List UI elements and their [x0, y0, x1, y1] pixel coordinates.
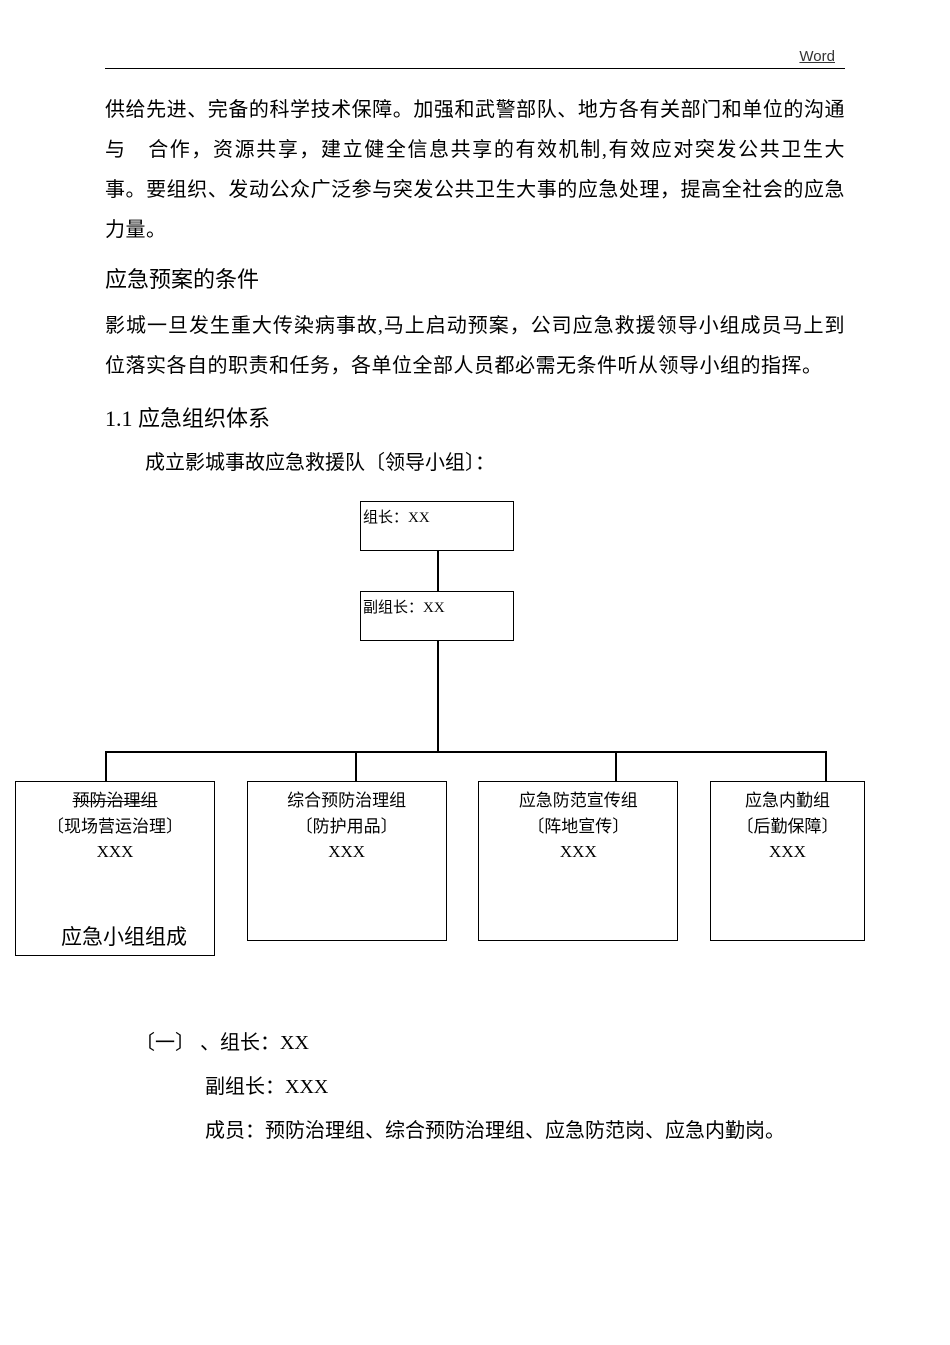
team-node-4: 应急内勤组 〔后勤保障〕 XXX [710, 781, 865, 941]
branch-3 [615, 751, 617, 781]
node1-line1: 预防治理组 [73, 791, 158, 810]
heading-org: 1.1 应急组织体系 [105, 401, 845, 433]
page-content: 供给先进、完备的科学技术保障。加强和武警部队、地方各有关部门和单位的沟通与 合作… [105, 90, 845, 981]
leader-label: 组长：XX [363, 510, 430, 526]
team-node-3: 应急防范宣传组 〔阵地宣传〕 XXX [478, 781, 678, 941]
connector-v1 [437, 551, 439, 591]
paragraph-2: 影城一旦发生重大传染病事故,马上启动预案，公司应急救援领导小组成员马上到 位落实… [105, 306, 845, 386]
node3-line1: 应急防范宣传组 [519, 791, 638, 810]
leader-node: 组长：XX [360, 501, 514, 551]
paragraph-1: 供给先进、完备的科学技术保障。加强和武警部队、地方各有关部门和单位的沟通与 合作… [105, 90, 845, 250]
member-line2: 副组长：XXX [205, 1065, 785, 1109]
node1-line3: XXX [97, 842, 134, 861]
org-chart: 组长：XX 副组长：XX 预防治理组 〔现场营运治理〕 XXX 应急小组组成 综… [105, 501, 845, 981]
member-line1: 〔一〕 、组长：XX [135, 1021, 785, 1065]
node2-line2: 〔防护用品〕 [296, 817, 398, 836]
bottom-nodes-row: 预防治理组 〔现场营运治理〕 XXX 应急小组组成 综合预防治理组 〔防护用品〕… [15, 781, 865, 956]
node1-line2: 〔现场营运治理〕 [47, 817, 183, 836]
team-node-2: 综合预防治理组 〔防护用品〕 XXX [247, 781, 447, 941]
vice-leader-node: 副组长：XX [360, 591, 514, 641]
branch-1 [105, 751, 107, 781]
connector-h-main [105, 751, 825, 753]
header-rule [105, 68, 845, 69]
section-members: 〔一〕 、组长：XX 副组长：XXX 成员：预防治理组、综合预防治理组、应急防范… [105, 1021, 785, 1153]
team-composition-label: 应急小组组成 [16, 922, 232, 954]
node2-line3: XXX [328, 842, 365, 861]
paragraph-3: 成立影城事故应急救援队〔领导小组〕： [105, 445, 845, 481]
branch-2 [355, 751, 357, 781]
connector-v2 [437, 641, 439, 691]
team-node-1: 预防治理组 〔现场营运治理〕 XXX 应急小组组成 [15, 781, 215, 956]
node4-line1: 应急内勤组 [745, 791, 830, 810]
member-line3: 成员：预防治理组、综合预防治理组、应急防范岗、应急内勤岗。 [205, 1109, 785, 1153]
connector-v3 [437, 691, 439, 751]
heading-condition: 应急预案的条件 [105, 262, 845, 294]
node2-line1: 综合预防治理组 [287, 791, 406, 810]
node4-line3: XXX [769, 842, 806, 861]
node3-line2: 〔阵地宣传〕 [527, 817, 629, 836]
node3-line3: XXX [560, 842, 597, 861]
node4-line2: 〔后勤保障〕 [736, 817, 838, 836]
vice-leader-label: 副组长：XX [363, 600, 445, 616]
branch-4 [825, 751, 827, 781]
header-label: Word [799, 48, 835, 65]
